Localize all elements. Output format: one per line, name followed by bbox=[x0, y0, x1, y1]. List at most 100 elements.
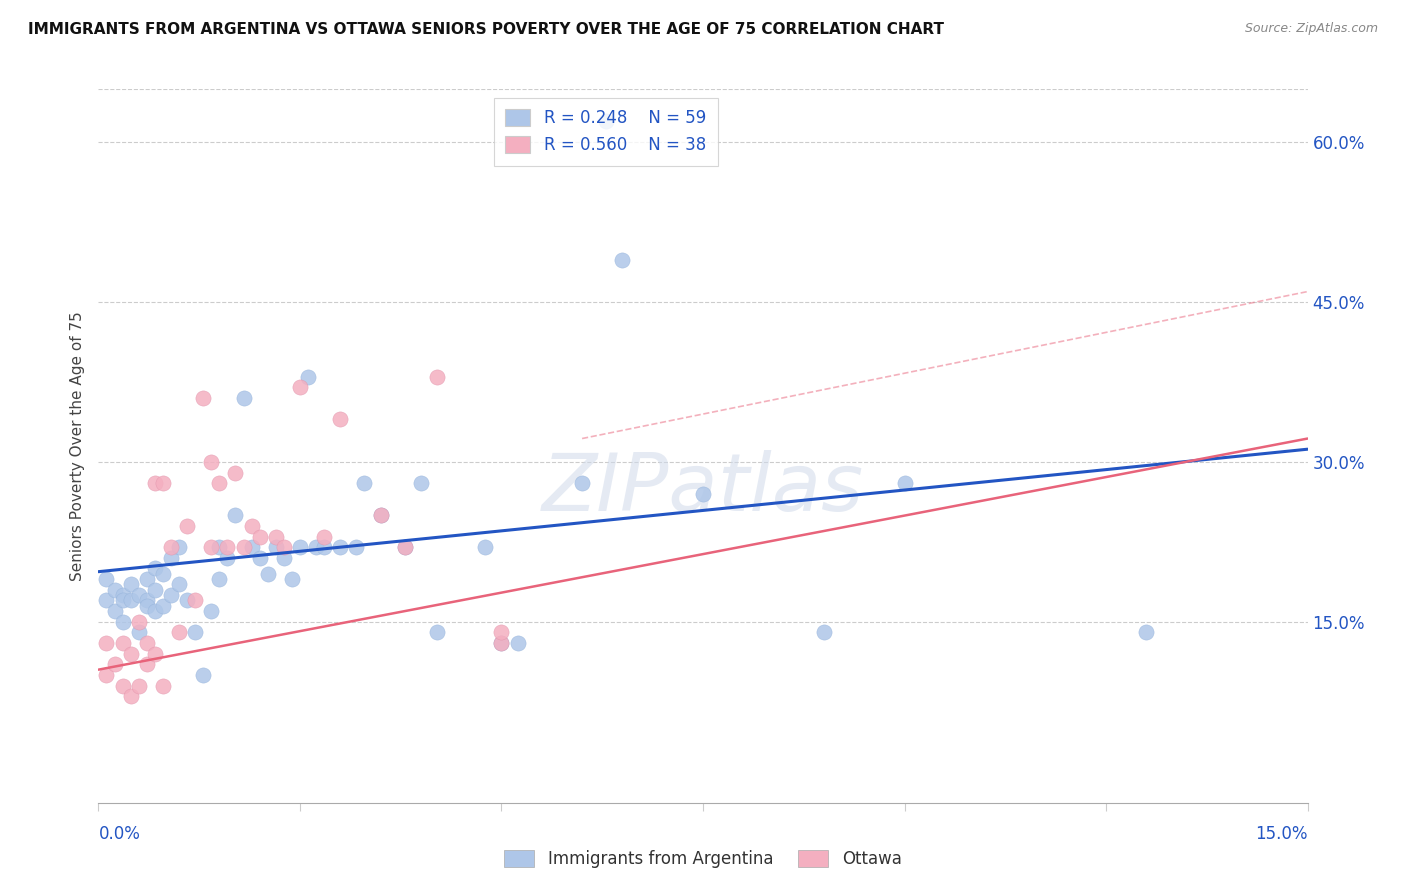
Point bbox=[120, 647, 142, 661]
Point bbox=[184, 625, 207, 640]
Point bbox=[426, 369, 449, 384]
Point bbox=[143, 476, 166, 491]
Point bbox=[193, 391, 215, 405]
Text: Source: ZipAtlas.com: Source: ZipAtlas.com bbox=[1244, 22, 1378, 36]
Point bbox=[135, 636, 157, 650]
Point bbox=[474, 540, 496, 554]
Point bbox=[160, 550, 183, 565]
Point bbox=[506, 636, 529, 650]
Point bbox=[692, 487, 714, 501]
Point bbox=[264, 540, 287, 554]
Point bbox=[167, 540, 190, 554]
Point bbox=[200, 455, 222, 469]
Text: ZIPatlas: ZIPatlas bbox=[541, 450, 865, 528]
Point bbox=[329, 412, 352, 426]
Point bbox=[491, 636, 513, 650]
Point bbox=[224, 466, 246, 480]
Point bbox=[167, 577, 190, 591]
Point bbox=[394, 540, 416, 554]
Point bbox=[111, 636, 134, 650]
Point bbox=[96, 593, 118, 607]
Point bbox=[426, 625, 449, 640]
Point bbox=[96, 572, 118, 586]
Point bbox=[143, 604, 166, 618]
Point bbox=[103, 604, 125, 618]
Point bbox=[128, 588, 150, 602]
Point bbox=[128, 679, 150, 693]
Point bbox=[143, 647, 166, 661]
Point bbox=[370, 508, 392, 523]
Point bbox=[612, 252, 634, 267]
Point bbox=[813, 625, 835, 640]
Point bbox=[893, 476, 915, 491]
Point bbox=[111, 588, 134, 602]
Point bbox=[314, 540, 336, 554]
Point bbox=[111, 593, 134, 607]
Point bbox=[314, 529, 336, 543]
Point bbox=[128, 625, 150, 640]
Text: IMMIGRANTS FROM ARGENTINA VS OTTAWA SENIORS POVERTY OVER THE AGE OF 75 CORRELATI: IMMIGRANTS FROM ARGENTINA VS OTTAWA SENI… bbox=[28, 22, 943, 37]
Point bbox=[160, 588, 183, 602]
Point bbox=[273, 540, 295, 554]
Point bbox=[491, 625, 513, 640]
Text: 0.0%: 0.0% bbox=[98, 825, 141, 843]
Point bbox=[281, 572, 304, 586]
Y-axis label: Seniors Poverty Over the Age of 75: Seniors Poverty Over the Age of 75 bbox=[69, 311, 84, 581]
Point bbox=[135, 593, 157, 607]
Point bbox=[217, 550, 239, 565]
Point bbox=[135, 599, 157, 613]
Point bbox=[200, 540, 222, 554]
Point bbox=[152, 599, 174, 613]
Point bbox=[240, 519, 263, 533]
Point bbox=[167, 625, 190, 640]
Point bbox=[193, 668, 215, 682]
Point bbox=[184, 593, 207, 607]
Point bbox=[264, 529, 287, 543]
Point bbox=[344, 540, 367, 554]
Point bbox=[96, 636, 118, 650]
Point bbox=[152, 566, 174, 581]
Point bbox=[240, 540, 263, 554]
Point bbox=[208, 572, 231, 586]
Point bbox=[120, 690, 142, 704]
Point bbox=[288, 380, 311, 394]
Point bbox=[120, 577, 142, 591]
Point bbox=[176, 519, 198, 533]
Point bbox=[200, 604, 222, 618]
Point bbox=[135, 657, 157, 672]
Point bbox=[329, 540, 352, 554]
Point bbox=[1135, 625, 1157, 640]
Point bbox=[103, 582, 125, 597]
Point bbox=[273, 550, 295, 565]
Legend: Immigrants from Argentina, Ottawa: Immigrants from Argentina, Ottawa bbox=[498, 843, 908, 875]
Point bbox=[256, 566, 278, 581]
Point bbox=[491, 636, 513, 650]
Point bbox=[160, 540, 183, 554]
Legend: R = 0.248    N = 59, R = 0.560    N = 38: R = 0.248 N = 59, R = 0.560 N = 38 bbox=[494, 97, 717, 166]
Point bbox=[96, 668, 118, 682]
Point bbox=[249, 550, 271, 565]
Point bbox=[208, 540, 231, 554]
Point bbox=[224, 508, 246, 523]
Point bbox=[111, 615, 134, 629]
Point bbox=[288, 540, 311, 554]
Point bbox=[305, 540, 328, 554]
Point bbox=[571, 476, 593, 491]
Text: 15.0%: 15.0% bbox=[1256, 825, 1308, 843]
Point bbox=[353, 476, 375, 491]
Point bbox=[176, 593, 198, 607]
Point bbox=[297, 369, 319, 384]
Point bbox=[370, 508, 392, 523]
Point bbox=[232, 540, 254, 554]
Point bbox=[217, 540, 239, 554]
Point bbox=[249, 529, 271, 543]
Point bbox=[135, 572, 157, 586]
Point bbox=[111, 679, 134, 693]
Point bbox=[152, 476, 174, 491]
Point bbox=[143, 561, 166, 575]
Point bbox=[103, 657, 125, 672]
Point bbox=[232, 391, 254, 405]
Point bbox=[120, 593, 142, 607]
Point bbox=[394, 540, 416, 554]
Point bbox=[128, 615, 150, 629]
